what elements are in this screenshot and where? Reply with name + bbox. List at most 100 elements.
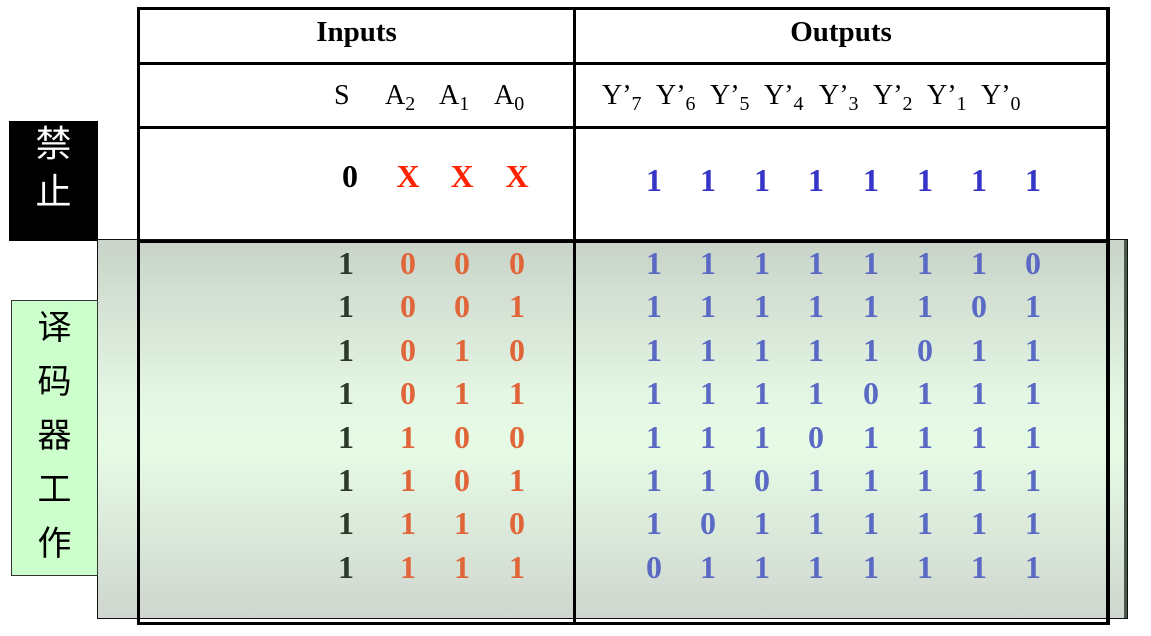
subscript: 1 [956,93,967,115]
output-cell: 1 [1025,419,1041,455]
output-cell: 1 [646,419,662,455]
input-cell: 1 [509,462,525,498]
input-cell: 1 [509,375,525,411]
input-column-header: A0 [494,80,525,115]
output-cell: 1 [971,505,987,541]
output-cell: 1 [917,245,933,281]
divider [140,126,1106,129]
disable-input-cell: X [505,158,529,194]
output-cell: 1 [863,332,879,368]
disable-input-cell: X [450,158,474,194]
disable-output-cell: 1 [917,162,933,198]
decode-label: 译 码 器 工 作 [11,300,98,576]
output-cell: 1 [754,505,770,541]
input-cell: 1 [509,549,525,585]
input-column-header: A2 [385,80,416,115]
output-cell: 1 [700,462,716,498]
label-char: 器 [37,416,72,456]
output-cell: 1 [1025,332,1041,368]
label-char: 译 [37,308,72,348]
output-cell: 1 [646,462,662,498]
output-cell: 0 [808,419,824,455]
input-cell: 0 [509,245,525,281]
output-column-header: Y’4 [764,80,804,115]
disable-output-cell: 1 [1025,162,1041,198]
output-cell: 1 [917,462,933,498]
output-column-header: Y’2 [873,80,913,115]
output-column-header: Y’3 [819,80,859,115]
output-cell: 1 [917,375,933,411]
output-cell: 0 [700,505,716,541]
output-cell: 1 [971,419,987,455]
input-cell: 1 [338,375,354,411]
output-cell: 1 [754,419,770,455]
input-cell: 0 [509,505,525,541]
output-cell: 1 [971,332,987,368]
input-cell: 0 [509,332,525,368]
output-cell: 1 [971,375,987,411]
output-cell: 0 [863,375,879,411]
output-cell: 1 [808,375,824,411]
input-cell: 0 [454,419,470,455]
output-cell: 1 [1025,288,1041,324]
output-cell: 1 [754,332,770,368]
label-char: 止 [35,172,72,213]
input-cell: 1 [338,462,354,498]
output-cell: 1 [917,288,933,324]
divider [140,240,1106,243]
output-cell: 1 [917,419,933,455]
output-cell: 1 [917,505,933,541]
truth-table: Inputs Outputs [137,7,1110,625]
subscript: 7 [631,93,642,115]
divider [140,62,1106,65]
label-char: 码 [37,362,72,402]
disable-output-cell: 1 [646,162,662,198]
subscript: 5 [739,93,750,115]
input-cell: 1 [400,419,416,455]
output-cell: 1 [754,375,770,411]
output-cell: 1 [971,245,987,281]
output-cell: 1 [700,375,716,411]
disable-output-cell: 1 [971,162,987,198]
output-cell: 1 [700,419,716,455]
output-cell: 1 [863,419,879,455]
output-cell: 1 [700,288,716,324]
output-cell: 1 [1025,505,1041,541]
output-cell: 1 [808,505,824,541]
output-cell: 1 [863,245,879,281]
output-cell: 1 [1025,375,1041,411]
disable-output-cell: 1 [808,162,824,198]
disable-output-cell: 1 [863,162,879,198]
input-cell: 1 [338,288,354,324]
subscript: 4 [793,93,804,115]
input-cell: 1 [338,505,354,541]
output-cell: 1 [754,549,770,585]
output-cell: 1 [971,462,987,498]
output-cell: 1 [917,549,933,585]
input-cell: 0 [400,288,416,324]
output-cell: 0 [971,288,987,324]
subscript: 3 [848,93,859,115]
label-char: 禁 [35,124,72,165]
output-cell: 1 [700,245,716,281]
output-cell: 1 [808,288,824,324]
output-column-header: Y’0 [981,80,1021,115]
disable-output-cell: 1 [700,162,716,198]
input-cell: 0 [400,332,416,368]
divider [573,10,576,622]
disable-input-cell: 0 [342,158,358,194]
input-cell: 1 [400,505,416,541]
output-cell: 0 [646,549,662,585]
subscript: 2 [902,93,913,115]
input-cell: 1 [509,288,525,324]
input-column-header: S [334,80,350,111]
input-cell: 1 [454,332,470,368]
output-cell: 1 [808,462,824,498]
input-cell: 0 [454,462,470,498]
output-cell: 1 [754,245,770,281]
output-cell: 1 [646,375,662,411]
output-column-header: Y’1 [927,80,967,115]
label-char: 工 [37,470,72,510]
output-cell: 1 [700,549,716,585]
